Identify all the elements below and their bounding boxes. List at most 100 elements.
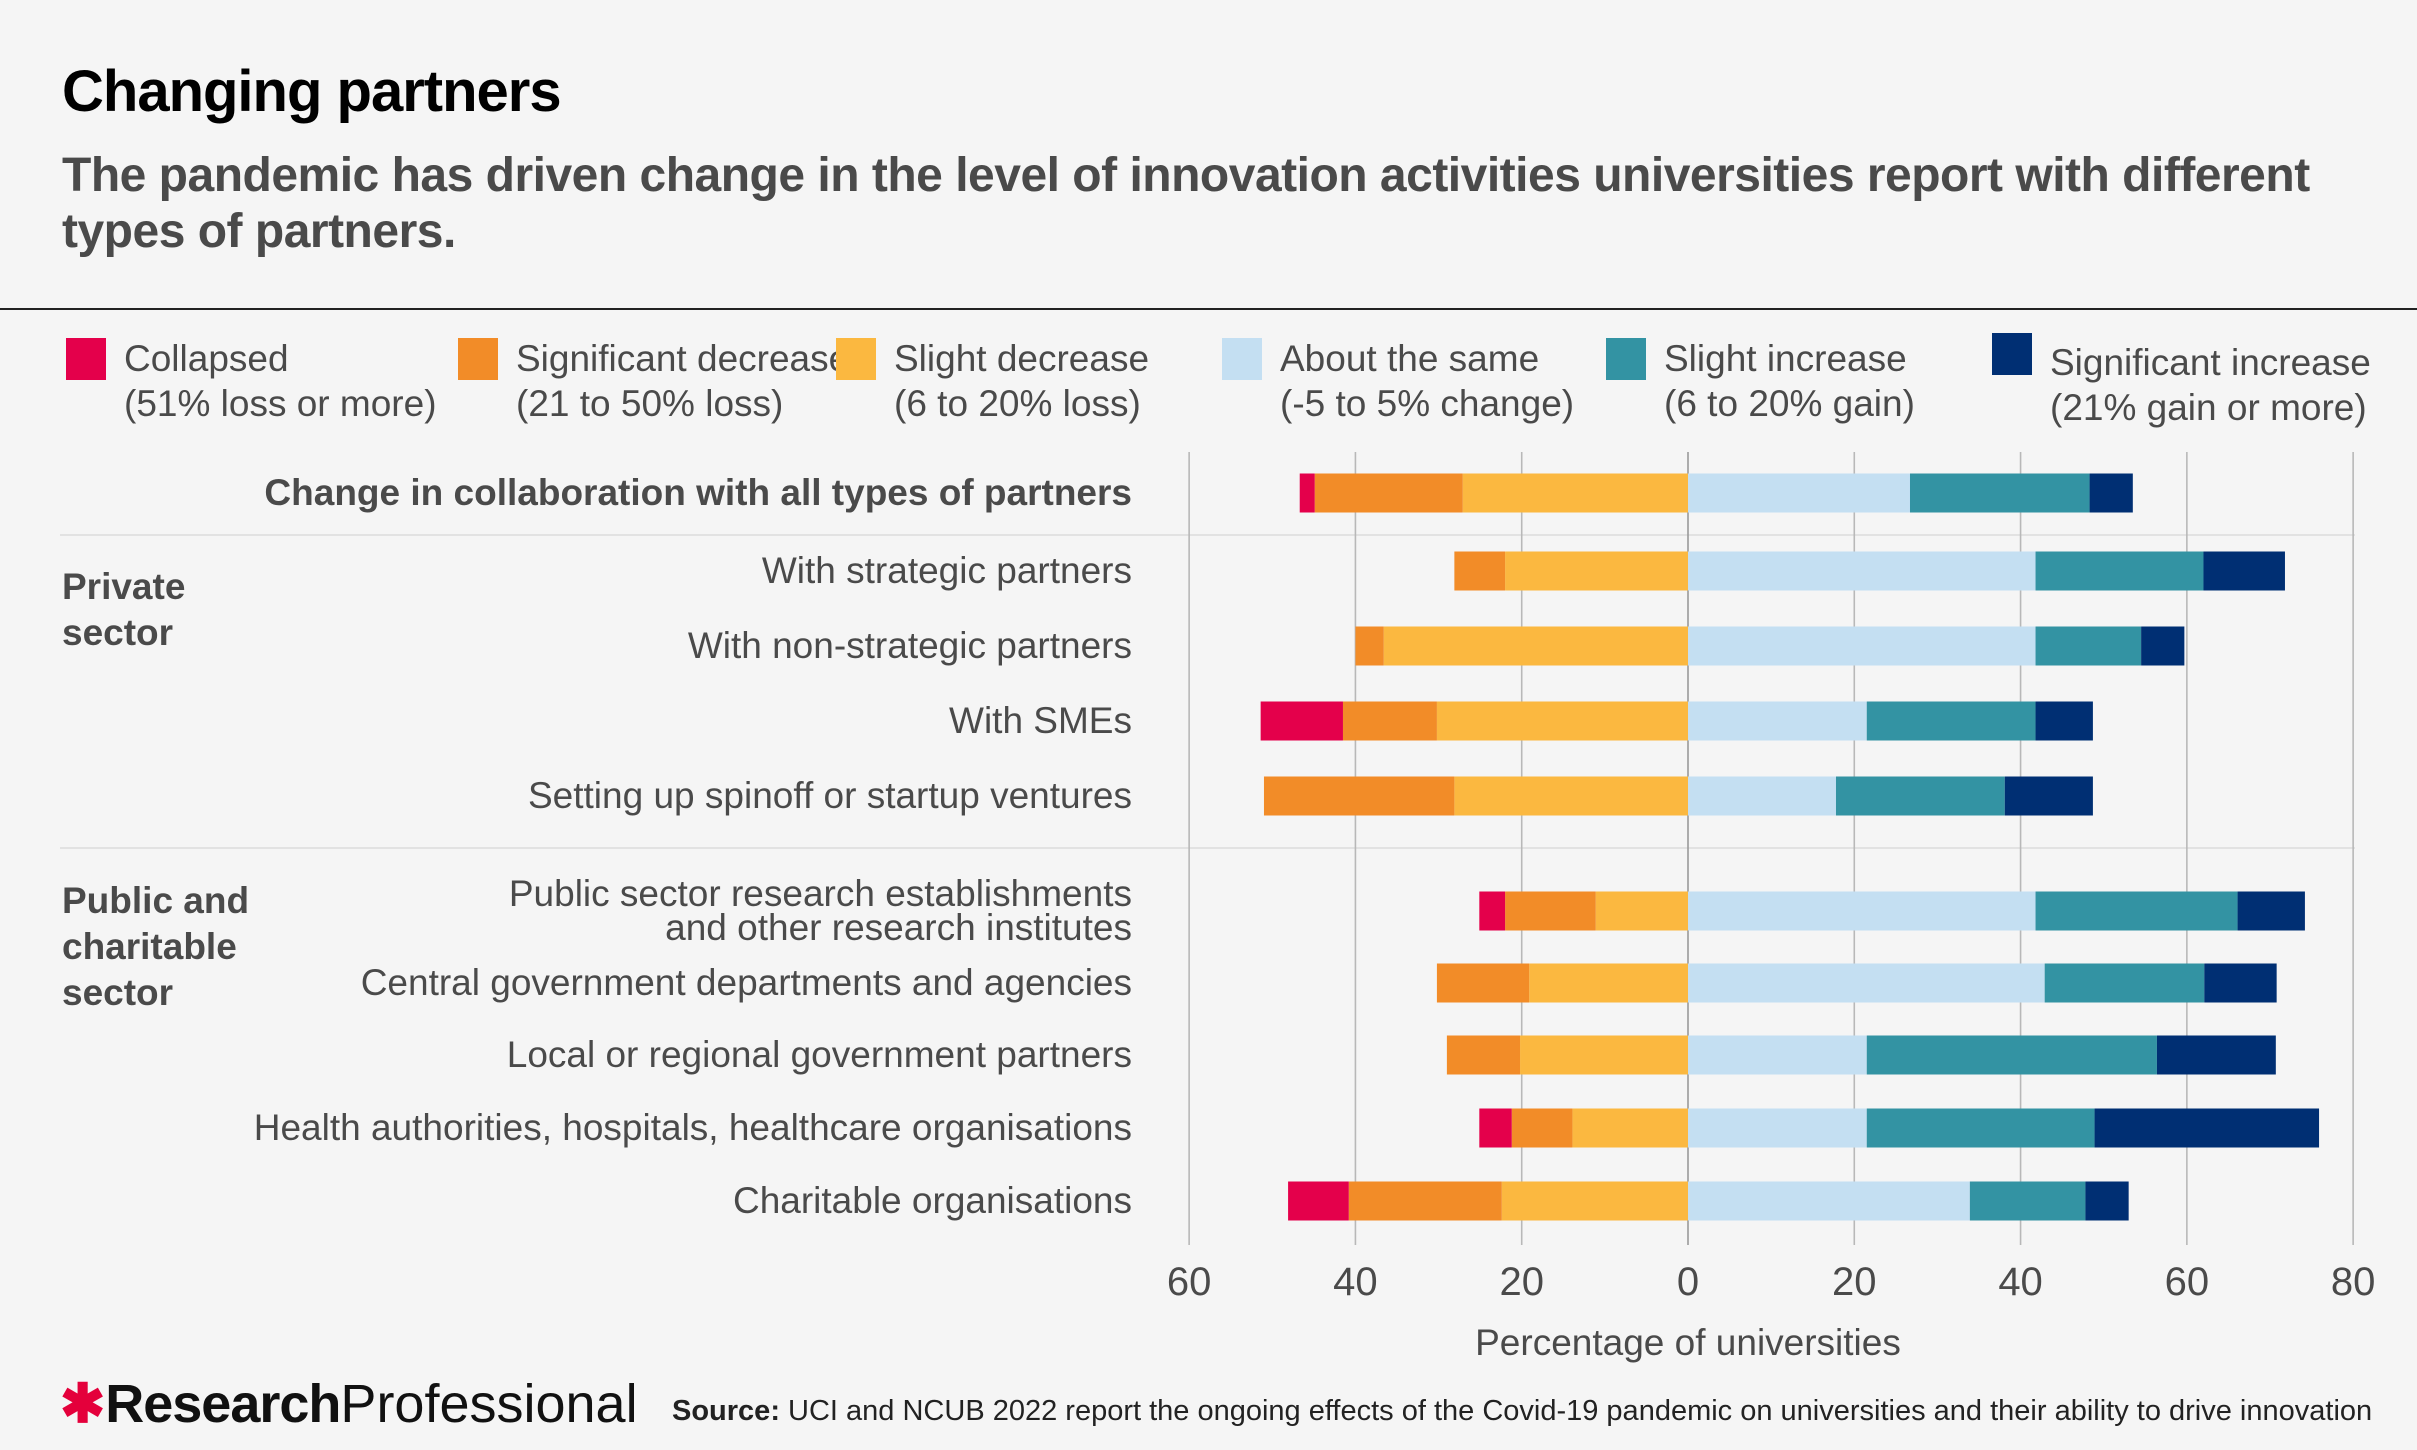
bar-segment-collapsed — [1260, 701, 1343, 741]
row-separator — [60, 847, 2355, 849]
bar-segment-collapsed — [1479, 891, 1506, 931]
bar-segment-about-the-same — [1688, 701, 1867, 741]
bar-segment-slight-increase — [2035, 626, 2142, 666]
x-tick-label: 40 — [1333, 1260, 1378, 1304]
bar-segment-about-the-same — [1688, 963, 2045, 1003]
bar-segment-significant-increase — [2094, 1108, 2320, 1148]
legend-swatch — [836, 338, 876, 380]
legend-label: Significant increase (21% gain or more) — [2050, 342, 2371, 428]
x-tick-label: 60 — [2165, 1260, 2210, 1304]
bar-segment-slight-increase — [2035, 891, 2238, 931]
bar-segment-slight-decrease — [1529, 963, 1688, 1003]
bar-segment-slight-increase — [2044, 963, 2205, 1003]
bar-segment-slight-increase — [1866, 1035, 2157, 1075]
x-axis-label: Percentage of universities — [1475, 1322, 1901, 1363]
x-tick-label: 80 — [2331, 1260, 2376, 1304]
brand-light: Professional — [340, 1374, 638, 1434]
legend-label: Significant decrease (21 to 50% loss) — [516, 338, 850, 424]
category-label: With non-strategic partners — [687, 625, 1132, 666]
legend-swatch — [66, 338, 106, 380]
brand-bold: Research — [105, 1374, 341, 1434]
bar-segment-significant-decrease — [1314, 473, 1463, 513]
bar-segment-slight-increase — [1909, 473, 2090, 513]
bar-segment-significant-increase — [2035, 701, 2093, 741]
bar-segment-about-the-same — [1688, 1035, 1867, 1075]
category-label: Change in collaboration with all types o… — [264, 472, 1132, 513]
bar-segment-significant-decrease — [1436, 963, 1530, 1003]
source-note: Source: UCI and NCUB 2022 report the ong… — [672, 1395, 2372, 1428]
category-label: Local or regional government partners — [506, 1034, 1132, 1075]
bar-segment-slight-decrease — [1436, 701, 1688, 741]
legend-label: Collapsed (51% loss or more) — [124, 338, 437, 424]
legend-swatch — [1992, 333, 2032, 375]
bar-segment-collapsed — [1299, 473, 1315, 513]
x-tick-label: 40 — [1998, 1260, 2043, 1304]
header-divider — [0, 308, 2417, 310]
brand-logo: ✱ResearchProfessional — [60, 1372, 638, 1435]
bar-segment-about-the-same — [1688, 891, 2036, 931]
bar-segment-about-the-same — [1688, 551, 2036, 591]
group-label-private: Private sector — [62, 566, 186, 653]
row-separator — [60, 534, 2355, 536]
category-label: Charitable organisations — [732, 1180, 1132, 1221]
bar-segment-significant-increase — [2004, 776, 2093, 816]
x-tick-label: 20 — [1832, 1260, 1877, 1304]
bar-segment-significant-increase — [2085, 1181, 2129, 1221]
x-tick-label: 0 — [1677, 1260, 1699, 1304]
category-label: Health authorities, hospitals, healthcar… — [253, 1107, 1132, 1148]
bar-segment-significant-increase — [2203, 551, 2285, 591]
legend-swatch — [1222, 338, 1262, 380]
legend-label: Slight increase (6 to 20% gain) — [1664, 338, 1915, 424]
bar-segment-slight-increase — [2035, 551, 2204, 591]
bar-segment-significant-decrease — [1342, 701, 1437, 741]
bar-segment-significant-decrease — [1446, 1035, 1521, 1075]
bar-segment-significant-increase — [2141, 626, 2185, 666]
bar-segment-about-the-same — [1688, 776, 1836, 816]
bar-segment-slight-decrease — [1462, 473, 1688, 513]
legend-label: Slight decrease (6 to 20% loss) — [894, 338, 1150, 424]
bar-segment-slight-decrease — [1505, 551, 1688, 591]
category-label: With strategic partners — [761, 550, 1132, 591]
bar-segment-slight-decrease — [1520, 1035, 1688, 1075]
bar-segment-collapsed — [1479, 1108, 1512, 1148]
bar-segment-about-the-same — [1688, 626, 2036, 666]
chart-title: Changing partners — [62, 59, 562, 124]
legend-swatch — [1606, 338, 1646, 380]
bar-segment-slight-decrease — [1383, 626, 1688, 666]
bar-segment-significant-increase — [2089, 473, 2133, 513]
bar-segment-significant-decrease — [1355, 626, 1384, 666]
bar-segment-significant-increase — [2156, 1035, 2276, 1075]
legend-swatch — [458, 338, 498, 380]
bar-segment-about-the-same — [1688, 1108, 1867, 1148]
category-label: With SMEs — [949, 700, 1132, 741]
legend-label: About the same (-5 to 5% change) — [1280, 338, 1575, 424]
x-tick-label: 60 — [1167, 1260, 1212, 1304]
bar-segment-significant-decrease — [1505, 891, 1596, 931]
bar-segment-slight-decrease — [1454, 776, 1688, 816]
bar-segment-slight-decrease — [1501, 1181, 1688, 1221]
group-label-public: Public and charitable sector — [62, 880, 250, 1013]
bar-segment-slight-increase — [1866, 701, 2036, 741]
bar-segment-significant-decrease — [1263, 776, 1455, 816]
x-tick-label: 20 — [1499, 1260, 1544, 1304]
bar-segment-slight-increase — [1866, 1108, 2095, 1148]
bar-segment-slight-decrease — [1595, 891, 1688, 931]
bar-segment-slight-decrease — [1572, 1108, 1688, 1148]
category-label: Central government departments and agenc… — [360, 962, 1132, 1003]
bar-segment-significant-decrease — [1454, 551, 1506, 591]
asterisk-icon: ✱ — [60, 1374, 106, 1434]
bar-segment-significant-increase — [2237, 891, 2305, 931]
source-text: UCI and NCUB 2022 report the ongoing eff… — [788, 1395, 2373, 1427]
bar-segment-significant-increase — [2204, 963, 2277, 1003]
bar-segment-slight-increase — [1969, 1181, 2086, 1221]
bar-segment-collapsed — [1288, 1181, 1349, 1221]
chart-subtitle: The pandemic has driven change in the le… — [62, 149, 2310, 258]
bar-segment-significant-decrease — [1511, 1108, 1573, 1148]
bar-segment-slight-increase — [1835, 776, 2005, 816]
bar-segment-about-the-same — [1688, 473, 1910, 513]
category-label: Setting up spinoff or startup ventures — [527, 775, 1132, 816]
bar-segment-about-the-same — [1688, 1181, 1970, 1221]
bar-segment-significant-decrease — [1348, 1181, 1502, 1221]
source-label: Source: — [672, 1395, 780, 1427]
